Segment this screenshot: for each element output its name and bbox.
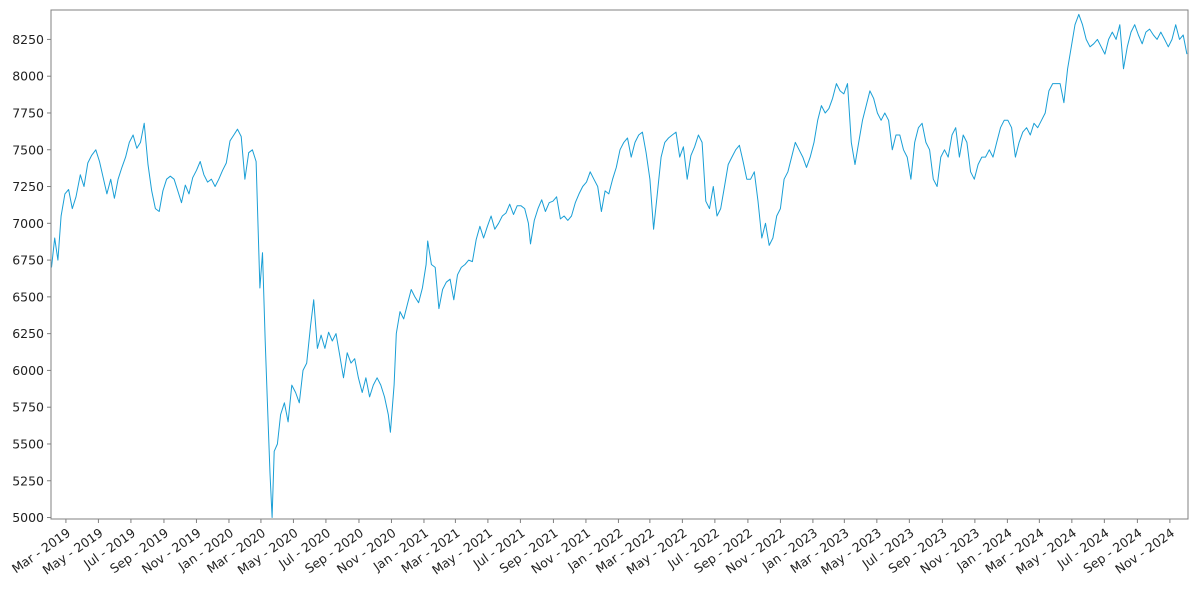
y-tick-label: 5000 [12, 510, 44, 525]
y-tick-label: 7000 [12, 216, 44, 231]
y-tick-label: 8000 [12, 69, 44, 84]
y-tick-label: 6500 [12, 289, 44, 304]
y-tick-label: 6000 [12, 363, 44, 378]
plot-frame [50, 9, 1189, 520]
series-line [51, 13, 1188, 518]
y-tick-label: 6250 [12, 326, 44, 341]
y-tick-label: 7500 [12, 142, 44, 157]
y-tick-label: 5750 [12, 400, 44, 415]
y-tick-label: 7250 [12, 179, 44, 194]
y-tick-label: 5250 [12, 473, 44, 488]
y-tick-label: 5500 [12, 436, 44, 451]
y-tick-label: 7750 [12, 105, 44, 120]
y-axis: 5000 5250 5500 5750 6000 6250 6500 6750 7000 7250… [12, 32, 51, 525]
y-tick-label: 8250 [12, 32, 44, 47]
series-layer [51, 13, 1188, 518]
y-tick-label: 6750 [12, 253, 44, 268]
